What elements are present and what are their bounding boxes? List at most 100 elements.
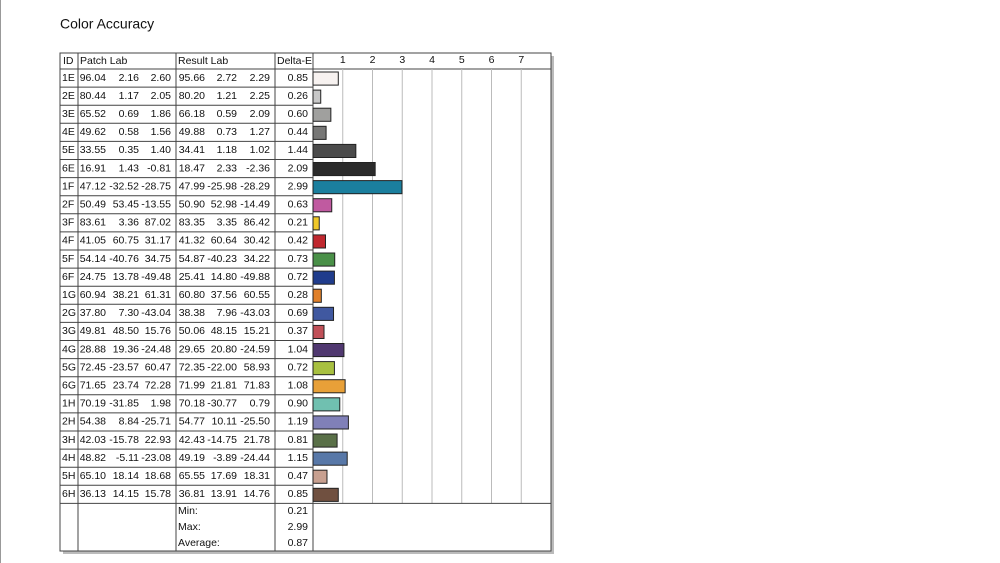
result-lab: 58.93: [244, 361, 270, 373]
row-id: 1E: [62, 72, 75, 84]
delta-e: 0.72: [288, 361, 309, 373]
delta-e: 0.85: [288, 488, 309, 500]
result-lab: 2.09: [250, 108, 271, 120]
result-lab: 1.21: [217, 90, 238, 102]
x-tick-label: 6: [489, 54, 495, 66]
result-lab: -28.29: [240, 180, 270, 192]
row-id: 4E: [62, 126, 75, 138]
patch-lab: 1.86: [151, 108, 172, 120]
patch-lab: -28.75: [141, 180, 171, 192]
patch-lab: 38.21: [113, 289, 139, 301]
result-lab: -3.89: [213, 452, 237, 464]
result-lab: 36.81: [179, 488, 205, 500]
result-lab: 30.42: [244, 235, 270, 247]
delta-e: 1.15: [288, 452, 309, 464]
patch-lab: 31.17: [145, 235, 171, 247]
bar: [312, 198, 333, 213]
patch-lab: -49.48: [141, 271, 171, 283]
bar: [312, 71, 339, 86]
row-id: 6E: [62, 162, 75, 174]
patch-lab: 1.17: [119, 90, 140, 102]
column-header: ID: [63, 55, 74, 67]
bar: [312, 125, 327, 140]
result-lab: -14.75: [207, 434, 237, 446]
delta-e: 0.60: [288, 108, 309, 120]
result-lab: 38.38: [179, 307, 205, 319]
patch-lab: 47.12: [80, 180, 106, 192]
row-id: 3E: [62, 108, 75, 120]
header-row: [59, 52, 552, 70]
result-lab: 95.66: [179, 72, 205, 84]
patch-lab: 48.82: [80, 452, 106, 464]
delta-e: 2.99: [288, 180, 309, 192]
result-lab: 15.21: [244, 325, 270, 337]
patch-lab: -13.55: [141, 199, 171, 211]
patch-lab: 41.05: [80, 235, 106, 247]
result-lab: 60.64: [211, 235, 237, 247]
patch-lab: -0.81: [147, 162, 171, 174]
bar: [312, 487, 339, 502]
patch-lab: 14.15: [113, 488, 139, 500]
patch-lab: 72.45: [80, 361, 106, 373]
patch-lab: 1.43: [119, 162, 140, 174]
summary-label: Average:: [178, 537, 220, 549]
patch-lab: 70.19: [80, 398, 106, 410]
result-lab: -43.03: [240, 307, 270, 319]
patch-lab: 54.38: [80, 416, 106, 428]
bar: [312, 397, 341, 412]
patch-lab: 18.14: [113, 470, 139, 482]
patch-lab: 18.68: [145, 470, 171, 482]
row-id: 1G: [62, 289, 76, 301]
bar: [312, 107, 332, 122]
result-lab: -22.00: [207, 361, 237, 373]
patch-lab: 1.98: [151, 398, 172, 410]
patch-lab: 0.58: [119, 126, 140, 138]
row-id: 3G: [62, 325, 76, 337]
delta-e: 0.69: [288, 307, 309, 319]
delta-e: 0.26: [288, 90, 309, 102]
bar: [312, 324, 325, 339]
bar: [312, 288, 322, 303]
result-lab: 70.18: [179, 398, 205, 410]
result-lab: 14.80: [211, 271, 237, 283]
x-tick-label: 1: [340, 54, 346, 66]
result-lab: -2.36: [246, 162, 270, 174]
result-lab: -24.59: [240, 343, 270, 355]
patch-lab: -23.57: [109, 361, 139, 373]
result-lab: 17.69: [211, 470, 237, 482]
row-id: 4H: [62, 452, 75, 464]
result-lab: 25.41: [179, 271, 205, 283]
delta-e: 0.44: [288, 126, 309, 138]
patch-lab: 13.78: [113, 271, 139, 283]
delta-e: 1.08: [288, 380, 309, 392]
result-lab: -25.50: [240, 416, 270, 428]
result-lab: 21.81: [211, 380, 237, 392]
result-lab: 41.32: [179, 235, 205, 247]
patch-lab: 2.05: [151, 90, 172, 102]
bar: [312, 379, 346, 394]
patch-lab: -40.76: [109, 253, 139, 265]
result-lab: 13.91: [211, 488, 237, 500]
patch-lab: 0.35: [119, 144, 140, 156]
bar: [312, 270, 335, 285]
result-lab: 10.11: [212, 416, 238, 428]
x-tick-label: 2: [370, 54, 376, 66]
bar: [312, 415, 349, 430]
result-lab: 86.42: [244, 217, 270, 229]
summary-value: 0.87: [288, 537, 309, 549]
row-id: 6F: [62, 271, 74, 283]
patch-lab: -43.04: [141, 307, 171, 319]
result-lab: 83.35: [179, 217, 205, 229]
row-id: 5H: [62, 470, 75, 482]
delta-e: 0.85: [288, 72, 309, 84]
result-lab: 47.99: [179, 180, 205, 192]
patch-lab: 54.14: [80, 253, 106, 265]
patch-lab: 60.94: [80, 289, 106, 301]
patch-lab: -24.48: [141, 343, 171, 355]
delta-e: 0.21: [288, 217, 309, 229]
delta-e: 0.90: [288, 398, 309, 410]
delta-e: 0.42: [288, 235, 309, 247]
patch-lab: -23.08: [141, 452, 171, 464]
result-lab: 1.27: [250, 126, 271, 138]
